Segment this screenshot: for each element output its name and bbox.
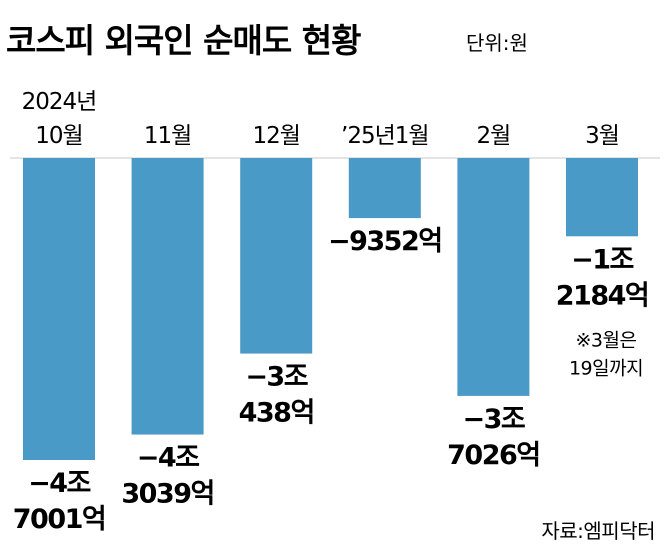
month-label-0-0: 2024년: [22, 89, 97, 115]
month-label-5-0: 3월: [585, 123, 619, 149]
month-label-1-0: 11월: [144, 123, 191, 149]
value-label-0-0: −4조: [28, 468, 90, 499]
bar-0: [23, 158, 95, 460]
bar-5: [566, 158, 638, 237]
month-label-0-1: 10월: [35, 123, 82, 149]
value-label-2-1: 438억: [239, 398, 314, 429]
chart-title: 코스피 외국인 순매도 현황: [6, 21, 361, 60]
month-label-3-0: ’25년1월: [341, 123, 429, 149]
value-label-5-0: −1조: [571, 244, 633, 275]
bar-2: [240, 158, 313, 354]
value-label-1-1: 3039억: [121, 479, 214, 510]
note-line-1: 19일까지: [569, 357, 643, 379]
note-line-0: ※3월은: [576, 329, 637, 351]
value-label-5-1: 2184억: [556, 280, 649, 311]
value-label-3-0: −9352억: [328, 226, 442, 257]
unit-label: 단위:원: [466, 31, 528, 55]
bar-1: [131, 158, 204, 435]
value-label-0-1: 7001억: [13, 504, 106, 535]
month-label-2-0: 12월: [252, 123, 299, 149]
value-label-4-1: 7026억: [447, 440, 540, 471]
source-label: 자료:엠피닥터: [541, 519, 655, 543]
bar-3: [348, 158, 421, 219]
value-label-4-0: −3조: [463, 404, 525, 435]
value-label-2-0: −3조: [245, 362, 307, 393]
bar-4: [457, 158, 530, 396]
value-label-1-0: −4조: [137, 443, 199, 474]
month-label-4-0: 2월: [477, 123, 511, 149]
